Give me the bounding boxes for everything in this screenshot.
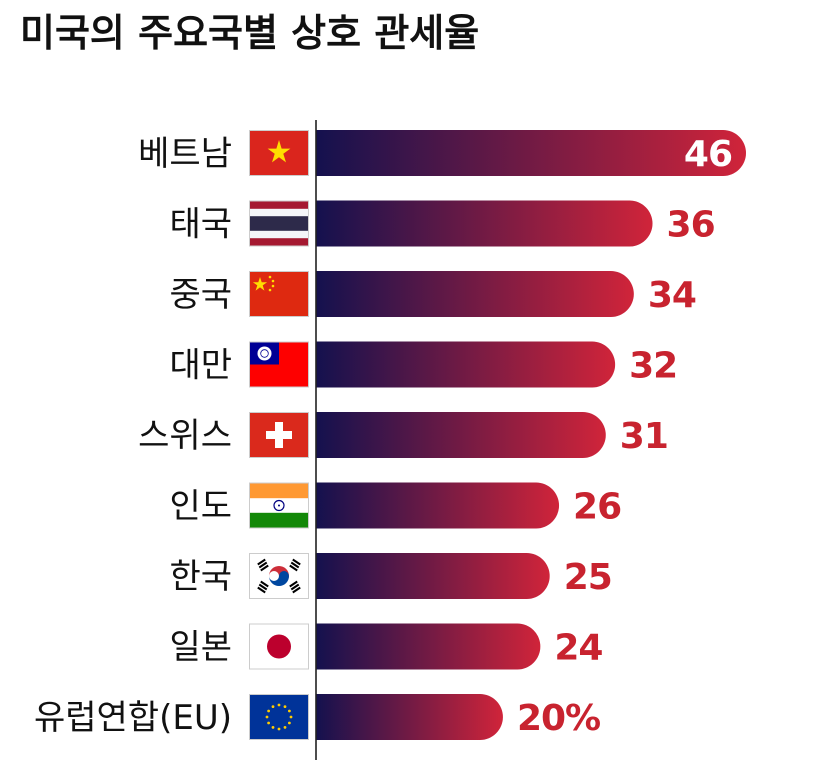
bar: [316, 200, 653, 247]
japan-flag-icon: [249, 623, 309, 670]
eu-flag-icon: [249, 694, 309, 740]
value-label: 26: [573, 487, 621, 528]
bar: [316, 694, 503, 740]
value-label: 34: [648, 275, 696, 316]
bar: [316, 271, 634, 317]
value-label: 36: [667, 205, 715, 246]
category-label: 유럽연합(EU): [34, 698, 232, 738]
value-label: 25: [564, 557, 612, 598]
switzerland-flag-icon: [249, 412, 309, 458]
bar: [316, 130, 746, 176]
category-label: 대만: [169, 346, 232, 386]
vietnam-flag-icon: [249, 130, 309, 176]
value-label: 32: [629, 346, 677, 387]
value-label: 20%: [517, 698, 600, 739]
value-label: 46: [684, 134, 732, 175]
korea-flag-icon: [249, 553, 309, 599]
value-label: 24: [554, 628, 602, 669]
category-label: 베트남: [138, 134, 232, 174]
category-label: 중국: [169, 275, 232, 315]
category-label: 일본: [169, 628, 232, 668]
category-label: 인도: [169, 487, 232, 527]
bar: [316, 341, 616, 388]
thailand-flag-icon: [249, 200, 309, 247]
bar: [316, 623, 541, 670]
bar: [316, 482, 560, 529]
bar: [316, 553, 550, 599]
bar: [316, 412, 606, 458]
category-label: 스위스: [138, 416, 232, 456]
bar-rows: 베트남 46 태국 36 중국 34 대만 32 스위스 31 인도 26 한국 25 일본 24 유럽연합(E…: [34, 130, 746, 740]
category-label: 한국: [169, 557, 232, 597]
china-flag-icon: [249, 271, 309, 317]
value-label: 31: [620, 416, 668, 457]
india-flag-icon: [249, 482, 309, 529]
chart-title: 미국의 주요국별 상호 관세율: [20, 11, 479, 55]
taiwan-flag-icon: [249, 341, 309, 388]
category-label: 태국: [169, 205, 232, 245]
